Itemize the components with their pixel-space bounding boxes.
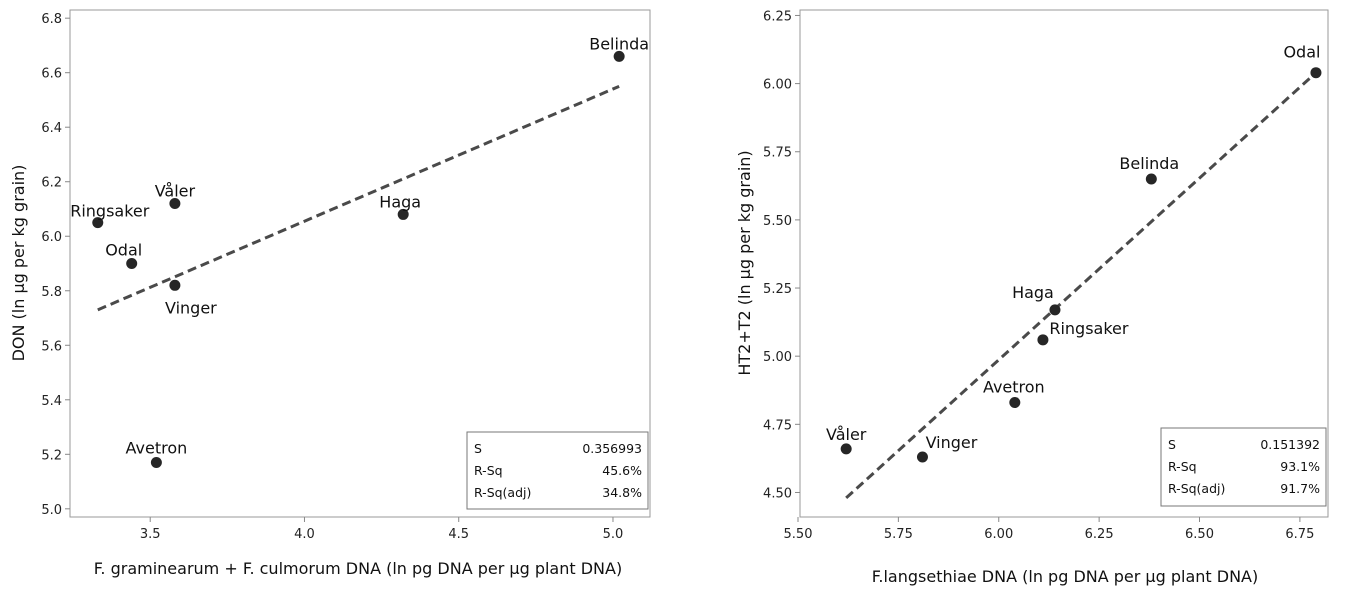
stats-value: 45.6%	[602, 463, 642, 478]
y-axis-label: DON (ln µg per kg grain)	[9, 165, 28, 362]
x-tick-label: 6.75	[1285, 527, 1314, 542]
data-point-label: Ringsaker	[70, 202, 150, 221]
regression-line	[97, 84, 620, 312]
y-tick-label: 6.0	[41, 230, 62, 245]
data-point	[1145, 173, 1157, 185]
x-axis-label: F. graminearum + F. culmorum DNA (ln pg …	[94, 559, 622, 578]
data-point	[126, 258, 138, 269]
stats-name: S	[1168, 437, 1176, 452]
y-tick-label: 5.2	[41, 448, 62, 463]
y-tick-label: 6.6	[41, 67, 62, 82]
stats-box-frame	[466, 431, 649, 510]
x-tick-label: 6.25	[1085, 527, 1114, 542]
data-point	[397, 208, 409, 220]
y-tick-label: 5.00	[763, 350, 792, 365]
stats-value: 91.7%	[1280, 481, 1320, 496]
data-point-label: Odal	[105, 241, 142, 260]
x-tick-label: 6.00	[984, 527, 1013, 542]
y-tick-label: 4.50	[763, 486, 792, 501]
y-tick-label: 5.4	[41, 394, 62, 409]
x-tick-label: 5.50	[784, 527, 813, 542]
x-tick-label: 3.5	[140, 527, 161, 542]
data-point	[1049, 304, 1061, 316]
data-point	[840, 443, 852, 455]
y-tick-label: 5.8	[41, 285, 62, 300]
stats-value: 0.151392	[1260, 437, 1320, 452]
y-axis-label: HT2+T2 (ln µg per kg grain)	[735, 150, 754, 375]
data-point-label: Belinda	[1119, 154, 1179, 173]
data-point-label: Haga	[379, 192, 421, 211]
y-tick-label: 6.2	[41, 176, 62, 191]
data-point-label: Våler	[826, 425, 867, 444]
data-point-label: Vinger	[165, 298, 217, 317]
x-tick-label: 5.0	[603, 527, 624, 542]
x-tick-label: 5.75	[884, 527, 913, 542]
stats-value: 93.1%	[1280, 459, 1320, 474]
y-tick-label: 5.0	[41, 503, 62, 518]
chart-panel-1: 3.5 4.0 4.5 5.0 5.0 5.2 5.4 5.6 5.8 6.0 6.2 6.4 6.6 6…	[9, 9, 651, 578]
stats-name: R-Sq	[1168, 459, 1197, 474]
regression-line	[845, 71, 1317, 500]
data-point-label: Belinda	[589, 34, 649, 53]
y-tick-label: 5.25	[763, 282, 792, 297]
x-axis-label: F.langsethiae DNA (ln pg DNA per µg plan…	[872, 567, 1258, 586]
y-tick-label: 5.75	[763, 146, 792, 161]
data-point	[150, 456, 162, 468]
plot-frame	[69, 9, 651, 518]
y-tick-label: 5.6	[41, 339, 62, 354]
data-point-label: Haga	[1012, 283, 1054, 302]
stats-name: R-Sq(adj)	[474, 485, 531, 500]
y-tick-label: 6.25	[763, 9, 792, 24]
y-tick-label: 4.75	[763, 418, 792, 433]
x-tick-label: 4.0	[294, 527, 315, 542]
plot-frame	[799, 9, 1329, 518]
data-point	[1037, 334, 1049, 346]
data-point-label: Vinger	[926, 433, 978, 452]
stats-value: 0.356993	[582, 441, 642, 456]
data-point	[1310, 67, 1322, 79]
data-point	[613, 50, 625, 62]
data-point-label: Avetron	[983, 378, 1045, 397]
data-point	[169, 198, 181, 210]
stats-name: R-Sq	[474, 463, 503, 478]
stats-name: S	[474, 441, 482, 456]
stats-name: R-Sq(adj)	[1168, 481, 1225, 496]
data-point-label: Våler	[155, 182, 196, 201]
data-point-label: Odal	[1283, 43, 1320, 62]
stats-box: S 0.356993 R-Sq 45.6% R-Sq(adj) 34.8%	[466, 431, 649, 510]
data-point	[169, 279, 181, 291]
y-tick-label: 6.8	[41, 12, 62, 27]
y-tick-label: 6.4	[41, 121, 62, 136]
y-tick-label: 5.50	[763, 214, 792, 229]
y-tick-label: 6.00	[763, 78, 792, 93]
x-tick-label: 6.50	[1185, 527, 1214, 542]
stats-box: S 0.151392 R-Sq 93.1% R-Sq(adj) 91.7%	[1160, 427, 1327, 507]
data-point-label: Avetron	[126, 438, 188, 457]
data-point	[1009, 397, 1021, 409]
chart-panel-2: 5.50 5.75 6.00 6.25 6.50 6.75 4.50 4.75 5.00 5.25…	[735, 9, 1329, 586]
data-point	[916, 451, 928, 463]
x-tick-label: 4.5	[448, 527, 469, 542]
stats-value: 34.8%	[602, 485, 642, 500]
data-point-label: Ringsaker	[1049, 319, 1129, 338]
stats-box-frame	[1160, 427, 1327, 507]
data-point	[92, 217, 104, 229]
